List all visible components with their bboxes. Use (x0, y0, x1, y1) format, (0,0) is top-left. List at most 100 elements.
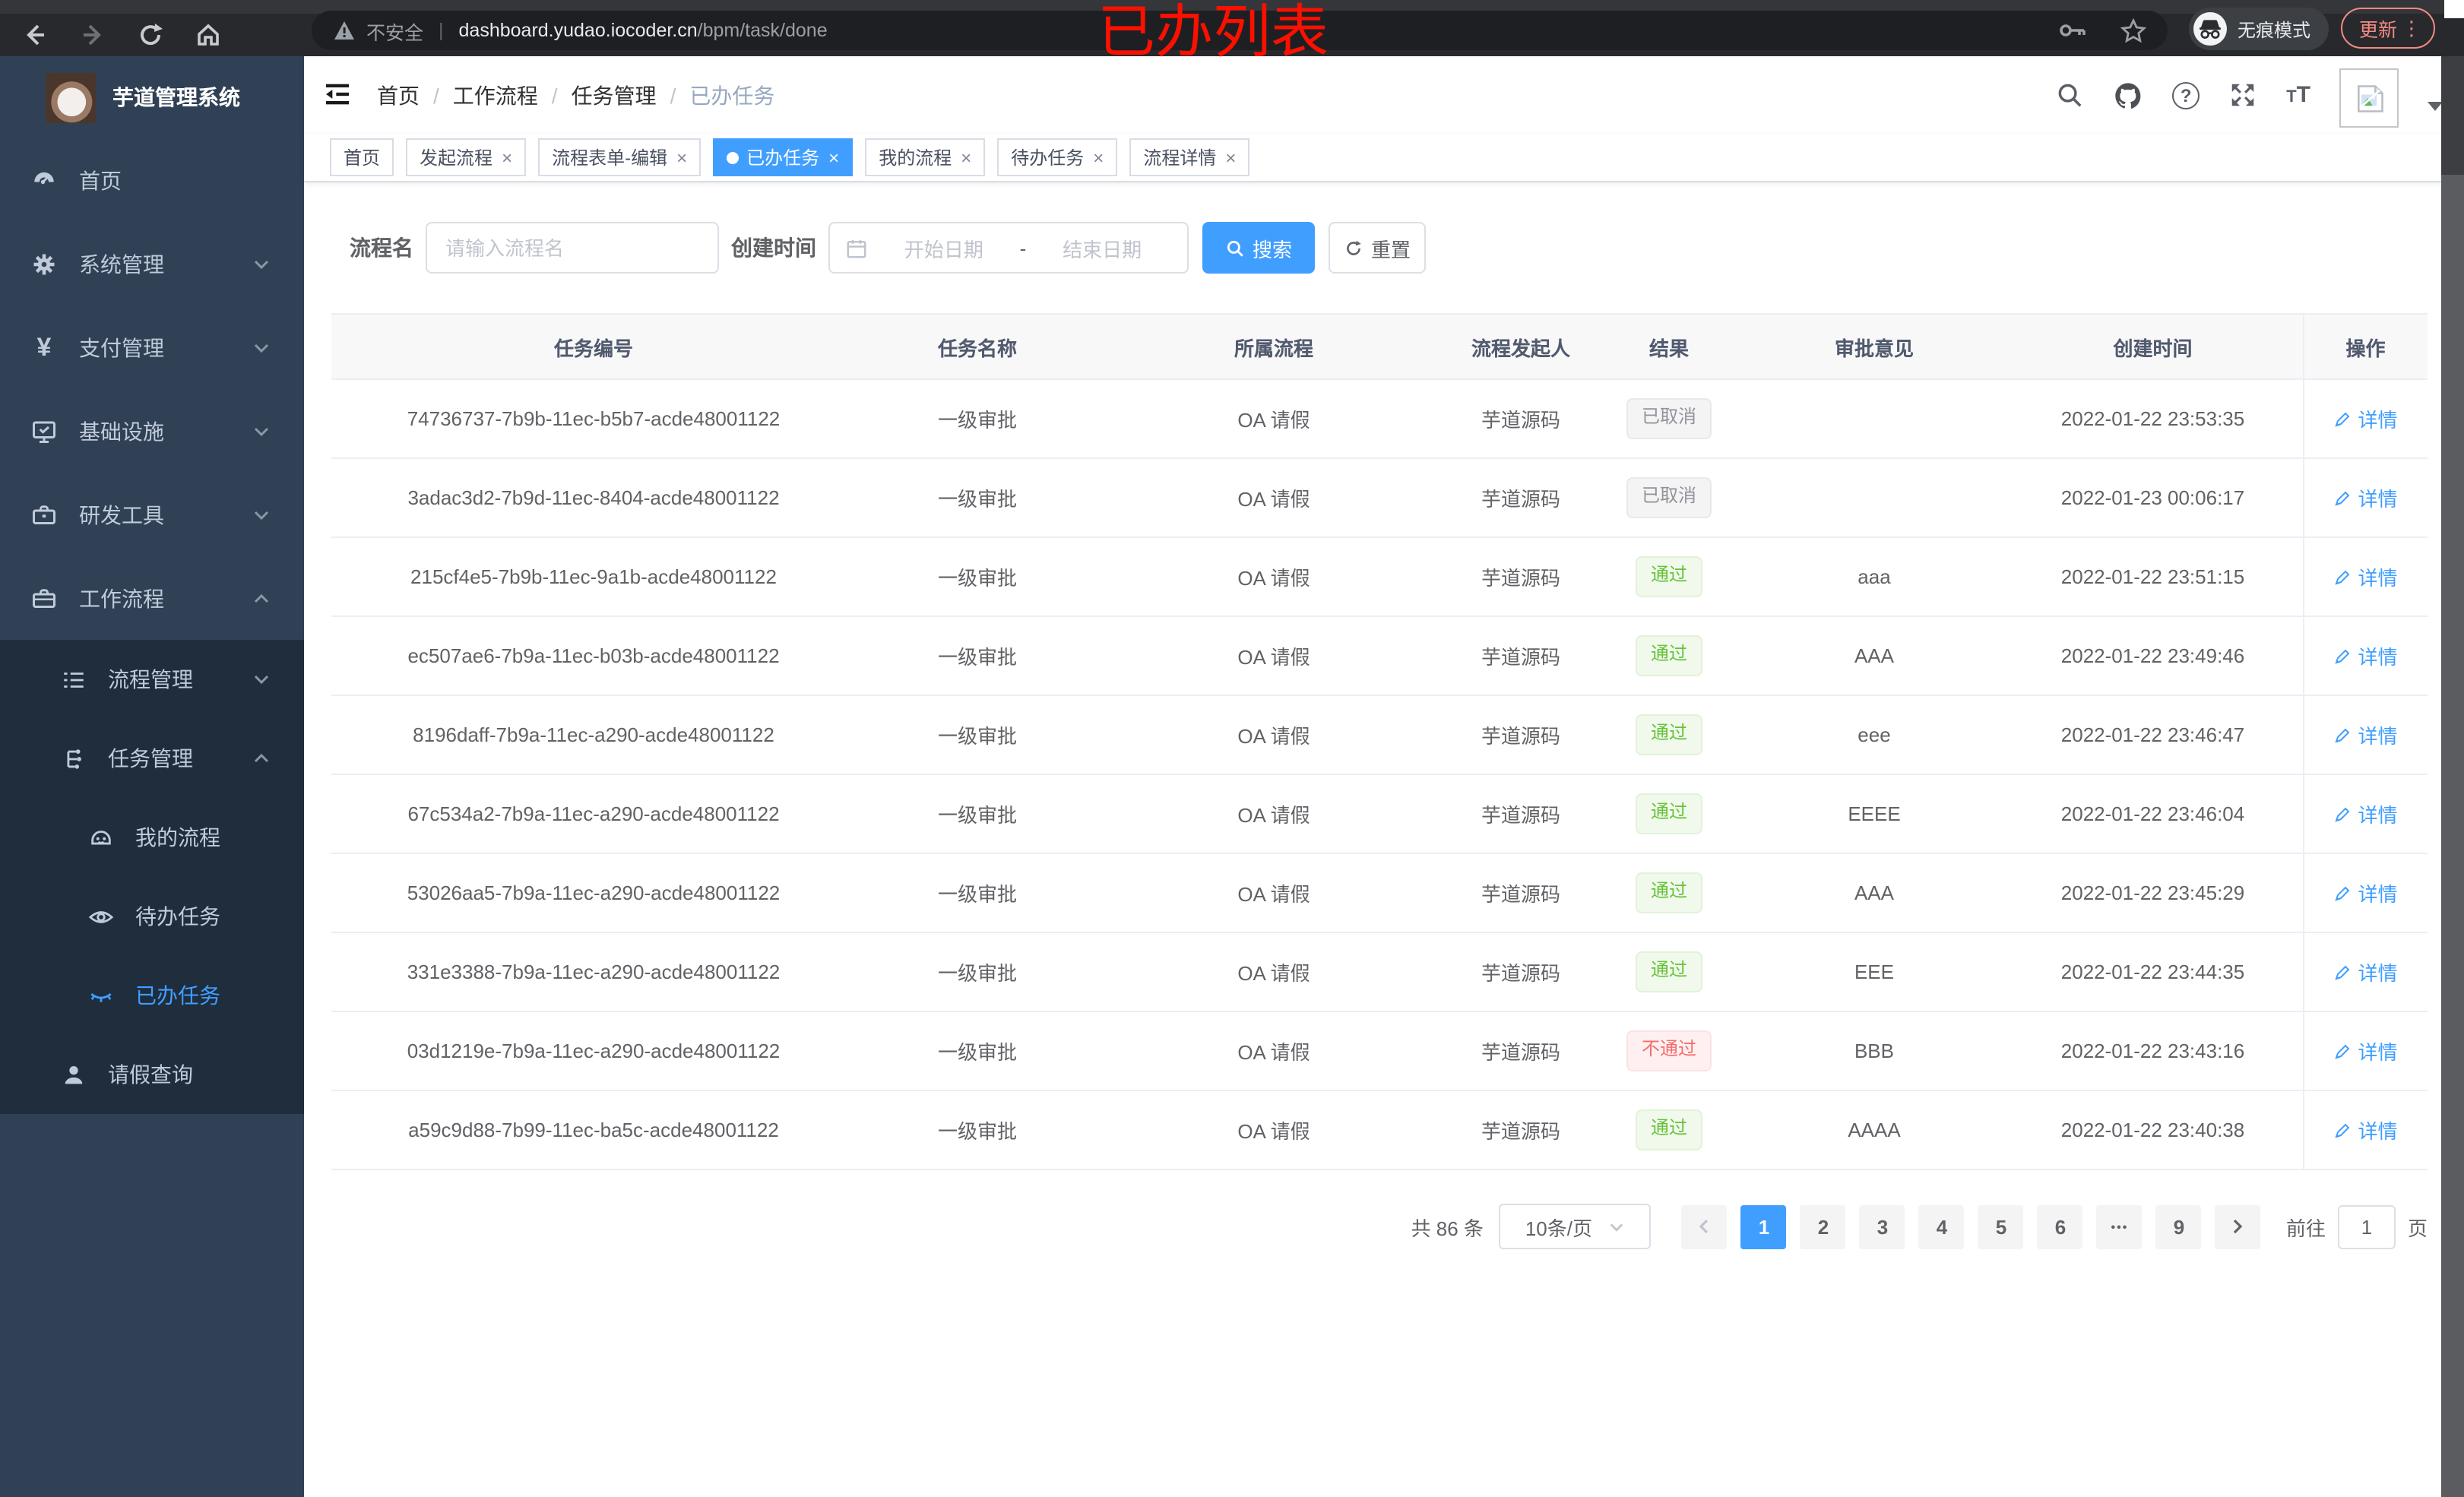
table-row: 53026aa5-7b9a-11ec-a290-acde48001122 一级审批… (331, 853, 2428, 933)
logo-bar: 芋道管理系统 (0, 56, 304, 138)
done-task-table: 任务编号 任务名称 所属流程 流程发起人 结果 审批意见 创建时间 操作 747 (331, 313, 2428, 1170)
yen-icon: ¥ (36, 332, 52, 361)
tab-home[interactable]: 首页 (330, 138, 394, 176)
page-scrollbar[interactable] (2441, 56, 2464, 1497)
not-secure-icon (333, 20, 356, 41)
goto-page-input[interactable] (2337, 1204, 2396, 1249)
status-badge: 通过 (1635, 635, 1702, 676)
tab-form-edit[interactable]: 流程表单-编辑 × (538, 138, 702, 176)
tab-my-process[interactable]: 我的流程 × (865, 138, 986, 176)
sidebar-item-done-tasks[interactable]: 已办任务 (0, 956, 304, 1035)
reload-icon[interactable] (137, 21, 164, 49)
tab-process-detail[interactable]: 流程详情 × (1129, 138, 1250, 176)
chevron-down-icon (1609, 1223, 1623, 1231)
close-icon[interactable]: × (961, 147, 972, 168)
detail-button[interactable]: 详情 (2333, 799, 2398, 828)
page-button-2[interactable]: 2 (1800, 1204, 1846, 1249)
detail-button[interactable]: 详情 (2333, 404, 2398, 433)
key-icon[interactable] (2060, 23, 2087, 38)
table-row: 215cf4e5-7b9b-11ec-9a1b-acde48001122 一级审批… (331, 537, 2428, 617)
page-size-select[interactable]: 10条/页 (1498, 1204, 1651, 1249)
table-row: 8196daff-7b9a-11ec-a290-acde48001122 一级审批… (331, 695, 2428, 775)
sidebar-item-leave-query[interactable]: 请假查询 (0, 1035, 304, 1114)
sidebar-item-home[interactable]: 首页 (0, 138, 304, 222)
close-icon[interactable]: × (676, 147, 688, 168)
avatar-caret-icon[interactable] (2428, 101, 2443, 110)
more-pages-button[interactable]: ••• (2096, 1204, 2143, 1249)
page-button-6[interactable]: 6 (2037, 1204, 2083, 1249)
detail-button[interactable]: 详情 (2333, 720, 2398, 749)
home-icon[interactable] (195, 21, 222, 49)
sidebar-item-devtools[interactable]: 研发工具 (0, 473, 304, 556)
robot-face-icon (88, 824, 114, 850)
workflow-submenu: 流程管理 任务管理 (0, 640, 304, 1114)
breadcrumb-task-mgmt[interactable]: 任务管理 (571, 83, 657, 107)
sidebar: 芋道管理系统 首页 系统管理 ¥ 支付管理 (0, 56, 304, 1497)
prev-page-button[interactable] (1681, 1204, 1728, 1249)
github-icon[interactable] (2113, 80, 2143, 110)
update-button[interactable]: 更新 ⋮ (2341, 8, 2435, 49)
eye-open-icon (88, 904, 114, 929)
detail-button[interactable]: 详情 (2333, 641, 2398, 670)
back-icon[interactable] (21, 21, 49, 49)
col-task-id: 任务编号 (331, 313, 856, 380)
security-label[interactable]: 不安全 (366, 22, 424, 43)
detail-button[interactable]: 详情 (2333, 1037, 2398, 1065)
close-icon[interactable]: × (1225, 147, 1237, 168)
sidebar-item-system[interactable]: 系统管理 (0, 222, 304, 305)
breadcrumb-workflow[interactable]: 工作流程 (452, 83, 538, 107)
fullscreen-icon[interactable] (2228, 81, 2257, 109)
sidebar-item-infra[interactable]: 基础设施 (0, 389, 304, 473)
start-date-placeholder[interactable]: 开始日期 (904, 238, 983, 261)
date-range-picker[interactable]: 开始日期 - 结束日期 (828, 222, 1189, 274)
font-size-icon[interactable]: TT (2286, 82, 2310, 108)
url-text[interactable]: dashboard.yudao.iocoder.cn/bpm/task/done (458, 20, 828, 41)
sidebar-item-payment[interactable]: ¥ 支付管理 (0, 305, 304, 389)
status-badge: 不通过 (1626, 1030, 1712, 1071)
browser-menu-icon[interactable]: ⋮ (2402, 16, 2421, 39)
breadcrumb-home[interactable]: 首页 (377, 83, 420, 107)
bookmark-star-icon[interactable] (2120, 17, 2146, 43)
col-process: 所属流程 (1099, 313, 1449, 380)
page-button-4[interactable]: 4 (1918, 1204, 1965, 1249)
app-title: 芋道管理系统 (112, 85, 240, 109)
detail-button[interactable]: 详情 (2333, 1116, 2398, 1144)
forward-icon[interactable] (79, 21, 106, 49)
end-date-placeholder[interactable]: 结束日期 (1063, 238, 1142, 261)
sidebar-item-my-process[interactable]: 我的流程 (0, 798, 304, 877)
page-button-3[interactable]: 3 (1859, 1204, 1905, 1249)
total-count: 共 86 条 (1411, 1217, 1484, 1239)
detail-button[interactable]: 详情 (2333, 483, 2398, 512)
tab-todo-tasks[interactable]: 待办任务 × (997, 138, 1118, 176)
address-bar[interactable]: 不安全 | dashboard.yudao.iocoder.cn/bpm/tas… (312, 11, 2168, 50)
browser-toolbar: 不安全 | dashboard.yudao.iocoder.cn/bpm/tas… (0, 0, 2464, 56)
chevron-down-icon (252, 338, 271, 356)
close-icon[interactable]: × (828, 147, 840, 168)
search-button[interactable]: 搜索 (1202, 222, 1315, 274)
page-button-5[interactable]: 5 (1978, 1204, 2024, 1249)
detail-button[interactable]: 详情 (2333, 957, 2398, 986)
detail-button[interactable]: 详情 (2333, 562, 2398, 591)
sidebar-item-task-mgmt[interactable]: 任务管理 (0, 719, 304, 798)
close-icon[interactable]: × (502, 147, 513, 168)
tab-start-process[interactable]: 发起流程 × (406, 138, 527, 176)
page-button-1[interactable]: 1 (1740, 1204, 1787, 1249)
detail-button[interactable]: 详情 (2333, 878, 2398, 907)
search-icon[interactable] (2055, 81, 2084, 109)
sidebar-item-workflow[interactable]: 工作流程 (0, 556, 304, 640)
help-icon[interactable]: ? (2172, 81, 2200, 109)
edit-icon (2333, 805, 2352, 823)
sidebar-item-process-mgmt[interactable]: 流程管理 (0, 640, 304, 719)
avatar[interactable] (2339, 68, 2399, 128)
sidebar-collapse-icon[interactable] (322, 79, 353, 109)
page-button-9[interactable]: 9 (2155, 1204, 2202, 1249)
edit-icon (2333, 884, 2352, 902)
reset-button[interactable]: 重置 (1329, 222, 1426, 274)
process-name-input[interactable] (426, 222, 719, 274)
tab-done-tasks[interactable]: 已办任务 × (713, 138, 854, 176)
sidebar-item-todo-tasks[interactable]: 待办任务 (0, 877, 304, 956)
page-unit-label: 页 (2407, 1217, 2428, 1239)
close-icon[interactable]: × (1093, 147, 1104, 168)
next-page-button[interactable] (2215, 1204, 2261, 1249)
